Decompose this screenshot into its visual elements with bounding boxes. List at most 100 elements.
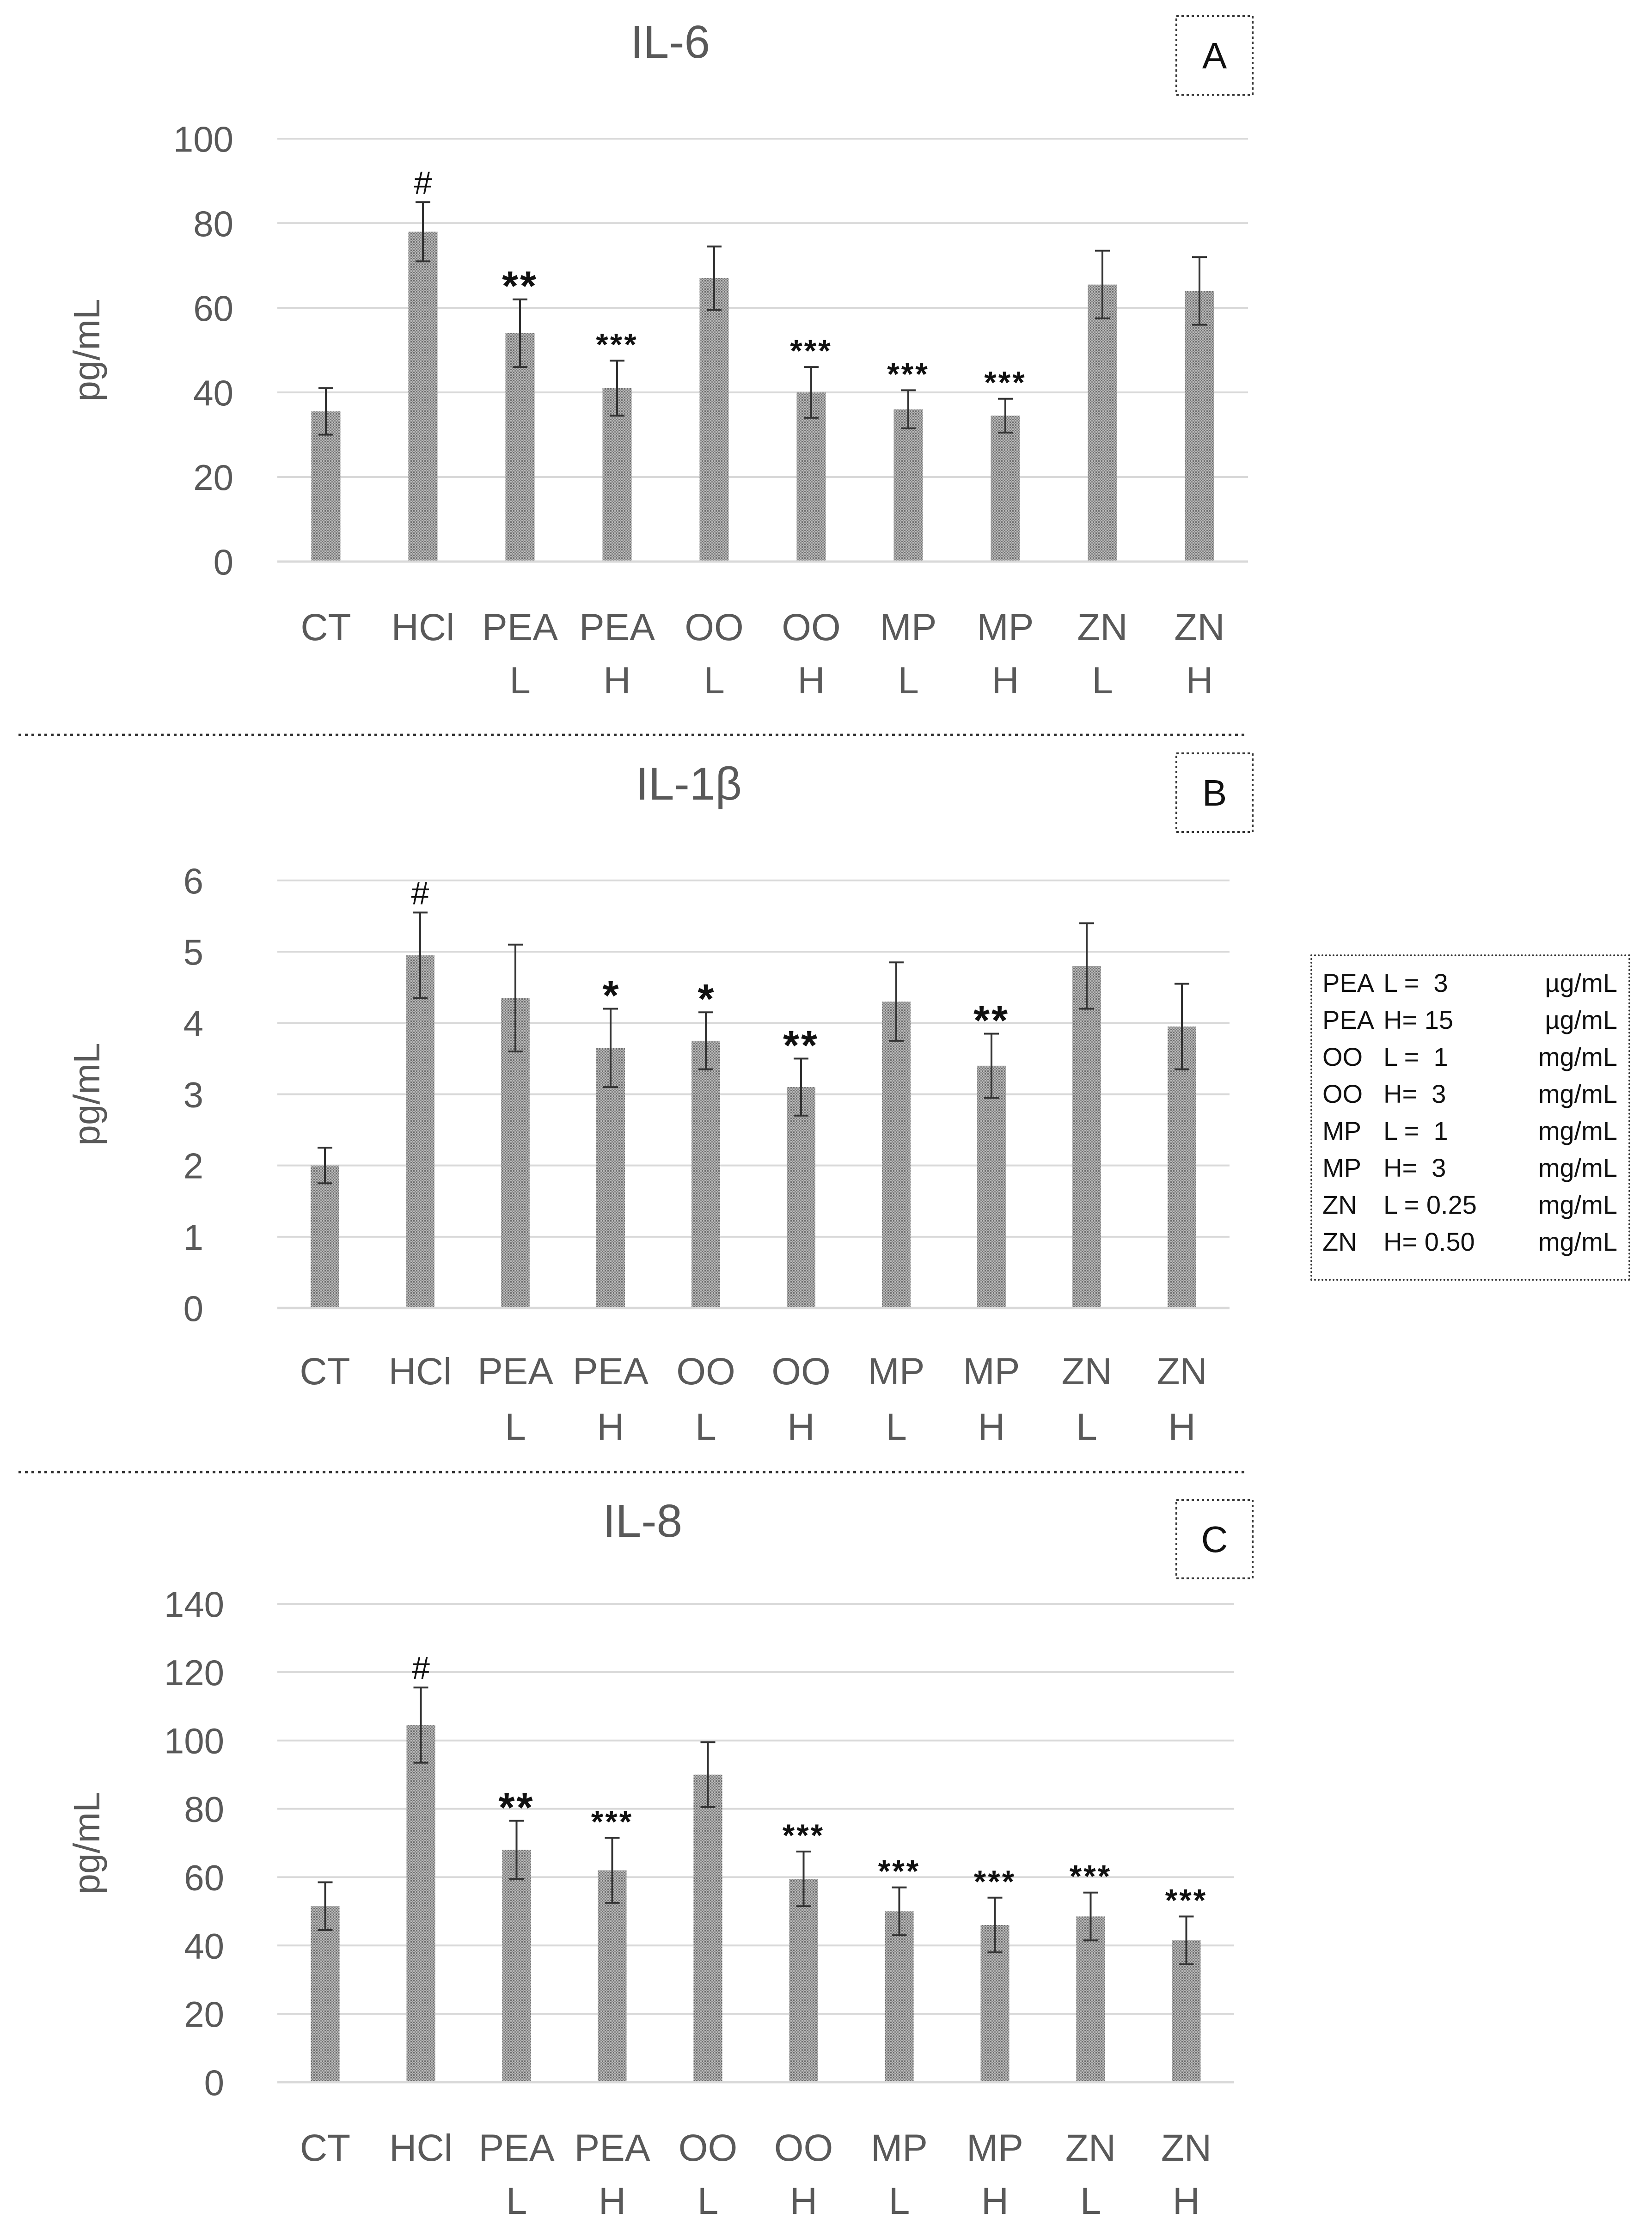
y-tick-label: 60 xyxy=(193,288,233,329)
legend-dose: H= 3 xyxy=(1383,1079,1446,1108)
y-tick-label: 20 xyxy=(193,457,233,498)
y-tick-label: 80 xyxy=(193,203,233,244)
legend-drug: MP xyxy=(1322,1153,1361,1182)
bar-pea-l xyxy=(502,1850,531,2082)
x-tick-sublabel: H xyxy=(797,660,825,702)
x-tick-label: MP xyxy=(880,606,937,648)
legend-row: PEA H= 15 µg/mL xyxy=(1322,1002,1628,1039)
panel-a-il6-chart: IL-6 A 0 20 40 60 80 100 pg/mL CT # HCl ** PEA L *** PEA… xyxy=(66,15,1254,702)
x-tick-label: OO xyxy=(774,2127,833,2169)
x-tick-sublabel: L xyxy=(704,660,725,702)
significance-mark: *** xyxy=(596,327,638,362)
y-tick-label: 4 xyxy=(184,1003,203,1044)
bar-pea-h xyxy=(598,1870,627,2082)
legend-unit: µg/mL xyxy=(1545,1005,1617,1034)
y-tick-label: 40 xyxy=(184,1925,224,1966)
chart-title: IL-6 xyxy=(630,16,710,68)
chart-title: IL-8 xyxy=(603,1495,682,1547)
x-tick-label: MP xyxy=(977,606,1034,648)
x-tick-sublabel: L xyxy=(1092,660,1113,702)
x-tick-sublabel: H xyxy=(1186,660,1213,702)
legend-unit: mg/mL xyxy=(1538,1042,1617,1071)
significance-mark: *** xyxy=(878,1854,920,1889)
x-tick-sublabel: L xyxy=(505,1406,526,1448)
significance-mark: # xyxy=(414,165,432,201)
x-tick-label: HCl xyxy=(389,1351,452,1393)
x-tick-sublabel: H xyxy=(790,2180,817,2222)
x-tick-sublabel: L xyxy=(698,2180,719,2222)
panel-label: A xyxy=(1202,35,1227,76)
bar-zn-l xyxy=(1072,966,1101,1308)
x-tick-label: CT xyxy=(300,606,351,648)
x-tick-label: HCl xyxy=(392,606,455,648)
significance-mark: ** xyxy=(502,263,538,310)
chart-title: IL-1β xyxy=(636,758,742,810)
y-tick-label: 2 xyxy=(184,1146,203,1186)
bar-oo-h xyxy=(789,1879,818,2082)
bar-ct xyxy=(311,411,341,562)
x-tick-label: OO xyxy=(676,1351,735,1393)
y-tick-label: 1 xyxy=(184,1217,203,1258)
significance-mark: *** xyxy=(984,365,1026,400)
x-tick-label: CT xyxy=(300,1351,350,1393)
legend-drug: OO xyxy=(1322,1079,1363,1108)
x-tick-label: ZN xyxy=(1061,1351,1112,1393)
legend-row: MP L = 1 mg/mL xyxy=(1322,1112,1628,1149)
significance-mark: *** xyxy=(1165,1883,1207,1918)
bar-ct xyxy=(311,1906,340,2082)
y-tick-label: 6 xyxy=(184,861,203,901)
x-tick-label: OO xyxy=(685,606,744,648)
x-tick-label: OO xyxy=(782,606,841,648)
x-tick-label: ZN xyxy=(1156,1351,1207,1393)
y-tick-label: 80 xyxy=(184,1789,224,1830)
legend-row: OO H= 3 mg/mL xyxy=(1322,1076,1628,1112)
legend-row: PEA L = 3 µg/mL xyxy=(1322,965,1628,1002)
legend-unit: mg/mL xyxy=(1538,1190,1617,1219)
x-tick-sublabel: H xyxy=(599,2180,626,2222)
bar-zn-h xyxy=(1185,291,1214,562)
legend-unit: mg/mL xyxy=(1538,1227,1617,1256)
x-tick-label: PEA xyxy=(579,606,655,648)
x-tick-label: ZN xyxy=(1077,606,1127,648)
x-tick-label: ZN xyxy=(1065,2127,1116,2169)
significance-mark: ** xyxy=(973,997,1010,1044)
y-tick-label: 0 xyxy=(214,542,233,582)
x-tick-label: PEA xyxy=(482,606,558,648)
x-tick-sublabel: H xyxy=(1168,1406,1195,1448)
x-tick-label: MP xyxy=(967,2127,1023,2169)
legend-row: ZN L = 0.25 mg/mL xyxy=(1322,1186,1628,1223)
x-tick-sublabel: L xyxy=(886,1406,907,1448)
legend-drug: MP xyxy=(1322,1116,1361,1145)
x-tick-sublabel: L xyxy=(1080,2180,1101,2222)
panel-b-il1b-chart: IL-1β B 0 1 2 3 4 5 6 pg/mL CT # HCl PEA L * PEA H * OO L ** O… xyxy=(66,752,1254,1448)
bar-pea-h xyxy=(602,388,632,562)
legend-row: OO L = 1 mg/mL xyxy=(1322,1039,1628,1076)
y-tick-label: 3 xyxy=(184,1075,203,1115)
legend-unit: mg/mL xyxy=(1538,1116,1617,1145)
dose-legend: PEA L = 3 µg/mL PEA H= 15 µg/mL OO L = 1 mg/mL… xyxy=(1310,954,1630,1281)
legend-unit: µg/mL xyxy=(1545,968,1617,997)
y-axis-label: pg/mL xyxy=(66,1043,107,1145)
bar-mp-l xyxy=(885,1911,914,2082)
y-tick-label: 40 xyxy=(193,373,233,413)
bar-oo-h xyxy=(787,1087,815,1308)
bar-oo-l xyxy=(693,1774,722,2082)
x-tick-sublabel: L xyxy=(695,1406,716,1448)
significance-mark: ** xyxy=(498,1785,534,1831)
significance-mark: *** xyxy=(783,1818,825,1853)
legend-unit: mg/mL xyxy=(1538,1079,1617,1108)
x-tick-sublabel: H xyxy=(787,1406,814,1448)
legend-drug: ZN xyxy=(1322,1190,1357,1219)
y-axis-label: pg/mL xyxy=(66,299,107,401)
legend-dose: L = 1 xyxy=(1383,1042,1448,1071)
x-tick-label: MP xyxy=(963,1351,1020,1393)
x-tick-sublabel: H xyxy=(603,660,630,702)
legend-drug: PEA xyxy=(1322,1005,1375,1034)
x-tick-label: PEA xyxy=(573,1351,649,1393)
bar-ct xyxy=(311,1165,339,1308)
bar-hcl xyxy=(408,232,438,562)
significance-mark: *** xyxy=(591,1804,633,1839)
significance-mark: *** xyxy=(974,1864,1016,1899)
legend-dose: L = 3 xyxy=(1383,968,1448,997)
